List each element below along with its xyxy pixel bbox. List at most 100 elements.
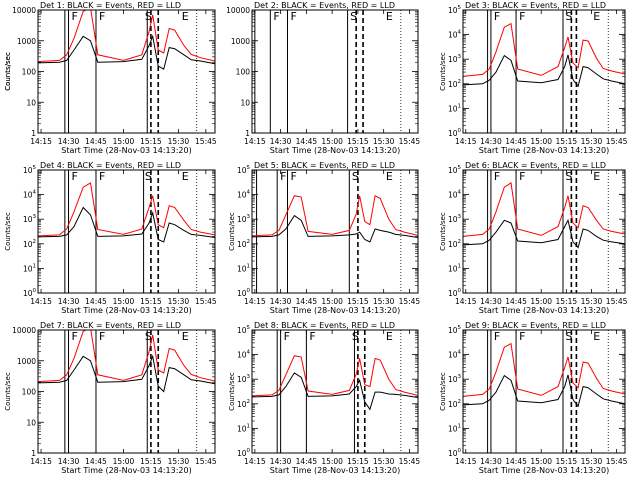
x-tick-label: 14:30: [270, 457, 292, 466]
series-line-events: [38, 34, 215, 70]
y-tick-label: 100: [22, 388, 37, 397]
marker-label-F: F: [280, 170, 286, 183]
x-tick-label: 14:45: [85, 137, 107, 146]
y-tick-label: 105: [23, 165, 37, 175]
series-line-lld: [38, 330, 215, 383]
y-tick-label: 1: [31, 449, 36, 458]
series-line-events: [38, 206, 215, 243]
panel-det-4: Det 4: BLACK = Events, RED = LLD 14:15 14:…: [4, 161, 217, 315]
x-tick-label: 15:30: [581, 137, 603, 146]
x-tick-label: 15:45: [195, 457, 217, 466]
marker-label-F: F: [99, 330, 105, 343]
x-tick-label: 14:45: [85, 457, 107, 466]
x-axis-label: Start Time (28-Nov-03 14:13:20): [479, 146, 609, 155]
x-tick-label: 15:00: [113, 457, 135, 466]
x-tick-label: 15:45: [195, 137, 217, 146]
x-tick-label: 15:30: [168, 297, 190, 306]
x-tick-label: 15:30: [373, 297, 395, 306]
x-tick-label: 14:30: [58, 457, 80, 466]
x-tick-label: 15:15: [140, 457, 162, 466]
y-tick-label: 101: [448, 263, 461, 273]
x-tick-label: 14:30: [58, 297, 80, 306]
y-tick-label: 101: [237, 423, 250, 433]
marker-label-F: F: [494, 170, 500, 183]
x-tick-label: 14:45: [505, 297, 527, 306]
marker-label-S: S: [145, 330, 152, 343]
y-tick-label: 103: [237, 374, 251, 384]
marker-label-F: F: [519, 170, 525, 183]
y-tick-label: 105: [448, 5, 462, 15]
x-tick-label: 14:15: [244, 297, 266, 306]
x-axis-label: Start Time (28-Nov-03 14:13:20): [61, 306, 191, 315]
marker-label-E: E: [182, 170, 189, 183]
y-tick-label: 10: [26, 98, 36, 107]
x-tick-label: 15:45: [606, 457, 628, 466]
y-tick-label: 101: [237, 263, 250, 273]
marker-label-E: E: [386, 330, 393, 343]
series-line-events: [463, 54, 625, 88]
y-tick-label: 1000: [17, 37, 36, 46]
marker-label-S: S: [145, 10, 152, 23]
panel-title: Det 3: BLACK = Events, RED = LLD: [465, 1, 606, 10]
x-tick-label: 15:00: [321, 137, 343, 146]
marker-label-F: F: [309, 330, 315, 343]
marker-label-F: F: [72, 330, 78, 343]
x-tick-label: 14:45: [296, 297, 318, 306]
x-tick-label: 15:15: [347, 297, 369, 306]
y-axis-label: Counts/sec: [4, 52, 12, 91]
y-tick-label: 104: [448, 190, 462, 200]
marker-label-E: E: [386, 10, 393, 23]
series-line-lld: [463, 342, 625, 397]
y-tick-label: 104: [448, 30, 462, 40]
x-tick-label: 15:15: [556, 457, 578, 466]
x-axis-label: Start Time (28-Nov-03 14:13:20): [270, 306, 400, 315]
panel-det-7: Det 7: BLACK = Events, RED = LLD 14:15 14:…: [4, 321, 217, 475]
y-axis-label: Counts/sec: [4, 372, 12, 411]
y-tick-label: 10: [240, 98, 250, 107]
plot-frame: [37, 169, 216, 294]
y-tick-label: 10000: [226, 6, 250, 15]
y-tick-label: 100: [237, 448, 251, 458]
x-axis-label: Start Time (28-Nov-03 14:13:20): [479, 306, 609, 315]
x-tick-label: 15:30: [168, 137, 190, 146]
y-tick-label: 105: [237, 165, 251, 175]
marker-label-F: F: [99, 10, 105, 23]
x-tick-label: 14:15: [455, 297, 477, 306]
plot-frame: [37, 9, 216, 134]
x-tick-label: 14:15: [30, 297, 52, 306]
y-tick-label: 102: [237, 239, 250, 249]
x-tick-label: 14:30: [480, 297, 502, 306]
y-tick-label: 104: [237, 190, 251, 200]
x-tick-label: 14:15: [30, 457, 52, 466]
x-tick-label: 15:15: [140, 137, 162, 146]
y-axis-label: Counts/sec: [228, 372, 236, 411]
y-tick-label: 102: [448, 79, 461, 89]
x-tick-label: 15:45: [399, 457, 421, 466]
plot-frame: [462, 329, 626, 454]
marker-label-E: E: [386, 170, 393, 183]
x-tick-label: 15:00: [113, 137, 135, 146]
series-line-events: [38, 354, 215, 393]
y-tick-label: 100: [237, 288, 251, 298]
x-tick-label: 15:15: [556, 297, 578, 306]
y-tick-label: 100: [22, 68, 37, 77]
y-tick-label: 105: [237, 325, 251, 335]
y-axis-label: Counts/sec: [439, 212, 447, 251]
x-tick-label: 15:00: [530, 297, 552, 306]
plot-frame: [462, 169, 626, 294]
marker-label-S: S: [565, 10, 572, 23]
marker-label-S: S: [350, 10, 357, 23]
x-tick-label: 15:45: [399, 297, 421, 306]
y-tick-label: 105: [448, 165, 462, 175]
marker-label-E: E: [182, 330, 189, 343]
x-tick-label: 14:15: [244, 457, 266, 466]
y-tick-label: 100: [448, 128, 462, 138]
y-tick-label: 10: [26, 418, 36, 427]
panel-det-2: Det 2: BLACK = Events, RED = LLD 14:15 14:…: [4, 1, 420, 155]
x-axis-label: Start Time (28-Nov-03 14:13:20): [61, 466, 191, 475]
panel-title: Det 5: BLACK = Events, RED = LLD: [254, 161, 395, 170]
panel-title: Det 1: BLACK = Events, RED = LLD: [40, 1, 181, 10]
